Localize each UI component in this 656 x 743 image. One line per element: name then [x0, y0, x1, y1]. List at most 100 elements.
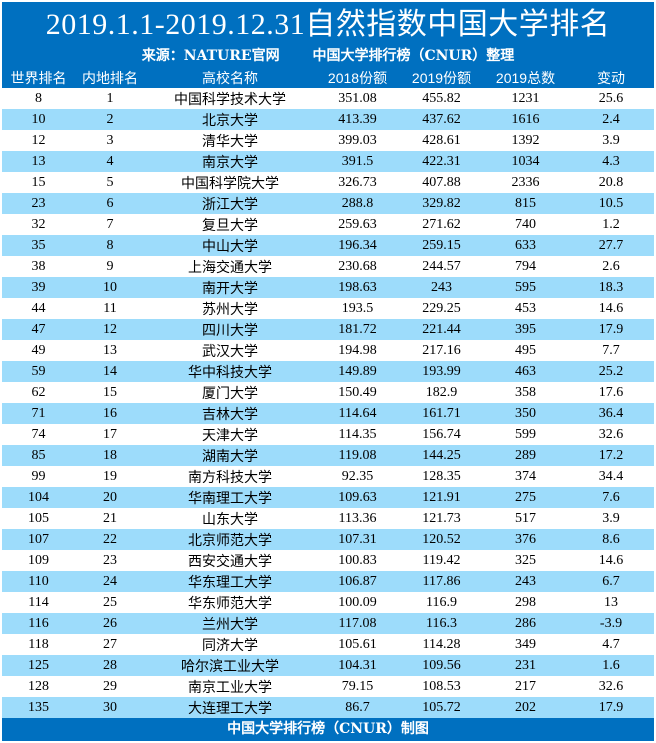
table-cell: 25: [103, 594, 117, 610]
table-cell: 11: [103, 300, 117, 316]
table-row: 107 22 北京师范大学 107.31 120.52 376 8.6: [2, 529, 654, 550]
table-cell: 36.4: [568, 403, 654, 424]
table-cell: 105: [28, 510, 49, 526]
table-cell: 221.44: [400, 319, 483, 340]
table-cell: 71: [2, 403, 75, 424]
table-cell: 5: [106, 174, 114, 190]
column-header: 世界排名: [2, 68, 75, 88]
table-cell: 181.72: [315, 319, 400, 340]
table-cell: 104.31: [315, 655, 400, 676]
table-cell: 107: [2, 529, 75, 550]
table-cell: 121.73: [422, 510, 461, 526]
table-cell: 144.25: [400, 445, 483, 466]
table-cell: 7: [106, 216, 114, 232]
table-cell: 17.9: [568, 697, 654, 718]
table-cell: 西安交通大学: [188, 554, 272, 570]
table-cell: 南方科技大学: [188, 470, 272, 486]
table-cell: 128: [28, 678, 49, 694]
table-cell: 407.88: [422, 174, 461, 190]
table-cell: 198.63: [315, 277, 400, 298]
column-header: 高校名称: [145, 68, 315, 88]
table-cell: 100.83: [338, 552, 377, 568]
table-cell: 114: [28, 594, 49, 610]
table-cell: 358: [515, 384, 536, 400]
table-cell: -3.9: [568, 613, 654, 634]
table-row: 10 2 北京大学 413.39 437.62 1616 2.4: [2, 109, 654, 130]
table-cell: 202: [483, 697, 568, 718]
table-row: 62 15 厦门大学 150.49 182.9 358 17.6: [2, 382, 654, 403]
table-cell: 196.34: [315, 235, 400, 256]
table-cell: 108.53: [422, 678, 461, 694]
table-cell: 19: [103, 468, 117, 484]
table-cell: 32: [31, 216, 46, 232]
table-cell: 351.08: [338, 90, 377, 106]
table-cell: 21: [103, 510, 117, 526]
table-cell: 62: [31, 384, 46, 400]
table-cell: 同济大学: [202, 638, 258, 654]
table-cell: 华东理工大学: [145, 571, 315, 592]
table-cell: 92.35: [341, 468, 374, 484]
table-row: 15 5 中国科学院大学 326.73 407.88 2336 20.8: [2, 172, 654, 193]
title-band: 2019.1.1-2019.12.31自然指数中国大学排名 来源：NATURE官…: [2, 2, 654, 68]
table-cell: 华东师范大学: [188, 596, 272, 612]
table-cell: 吉林大学: [145, 403, 315, 424]
table-cell: 32.6: [598, 678, 624, 694]
table-cell: 3: [106, 132, 114, 148]
table-cell: 17.6: [598, 384, 624, 400]
table-cell: 231: [483, 655, 568, 676]
table-cell: 86.7: [315, 697, 400, 718]
table-cell: 288.8: [315, 193, 400, 214]
table-cell: 27: [103, 636, 117, 652]
table-cell: 243: [400, 277, 483, 298]
table-cell: 463: [483, 361, 568, 382]
table-cell: 156.74: [422, 426, 461, 442]
table-cell: 517: [515, 510, 536, 526]
table-cell: 271.62: [422, 216, 461, 232]
table-row: 13 4 南京大学 391.5 422.31 1034 4.3: [2, 151, 654, 172]
table-cell: 413.39: [315, 109, 400, 130]
table-cell: 15: [103, 384, 117, 400]
table-cell: 298: [515, 594, 536, 610]
table-cell: 北京师范大学: [145, 529, 315, 550]
table-cell: 107.31: [315, 529, 400, 550]
table-row: 38 9 上海交通大学 230.68 244.57 794 2.6: [2, 256, 654, 277]
table-cell: 10.5: [568, 193, 654, 214]
table-cell: 286: [483, 613, 568, 634]
table-cell: 35: [2, 235, 75, 256]
table-cell: 17.9: [568, 319, 654, 340]
table-cell: 106.87: [315, 571, 400, 592]
table-cell: 4: [75, 151, 145, 172]
table-cell: 229.25: [422, 300, 461, 316]
table-cell: 161.71: [400, 403, 483, 424]
table-cell: 428.61: [422, 132, 461, 148]
footer-credit: 中国大学排行榜（CNUR）制图: [2, 718, 654, 741]
table-cell: 18: [75, 445, 145, 466]
table-cell: 47: [2, 319, 75, 340]
table-cell: 376: [483, 529, 568, 550]
table-cell: 1231: [511, 90, 540, 106]
table-cell: 1034: [483, 151, 568, 172]
table-cell: 815: [483, 193, 568, 214]
table-cell: 10: [75, 277, 145, 298]
table-cell: 2336: [511, 174, 540, 190]
table-cell: 17.2: [568, 445, 654, 466]
table-cell: 633: [483, 235, 568, 256]
table-cell: 79.15: [341, 678, 374, 694]
table-cell: 上海交通大学: [188, 260, 272, 276]
subtitle: 来源：NATURE官网 中国大学排行榜（CNUR）整理: [2, 46, 654, 66]
table-row: 116 26 兰州大学 117.08 116.3 286 -3.9: [2, 613, 654, 634]
table-row: 32 7 复旦大学 259.63 271.62 740 1.2: [2, 214, 654, 235]
table-cell: 1: [106, 90, 114, 106]
table-row: 49 13 武汉大学 194.98 217.16 495 7.7: [2, 340, 654, 361]
table-cell: 125: [2, 655, 75, 676]
table-cell: 38: [31, 258, 46, 274]
table-cell: 中国科学院大学: [181, 176, 279, 192]
table-cell: 117.86: [400, 571, 483, 592]
table-cell: 244.57: [422, 258, 461, 274]
table-cell: 2.4: [568, 109, 654, 130]
page-title: 2019.1.1-2019.12.31自然指数中国大学排名: [45, 8, 611, 41]
table-body: 8 1 中国科学技术大学 351.08 455.82 1231 25.6 10 2 北京大学 413…: [2, 88, 654, 718]
table-cell: 4.3: [568, 151, 654, 172]
table-row: 74 17 天津大学 114.35 156.74 599 32.6: [2, 424, 654, 445]
table-cell: 24: [75, 571, 145, 592]
